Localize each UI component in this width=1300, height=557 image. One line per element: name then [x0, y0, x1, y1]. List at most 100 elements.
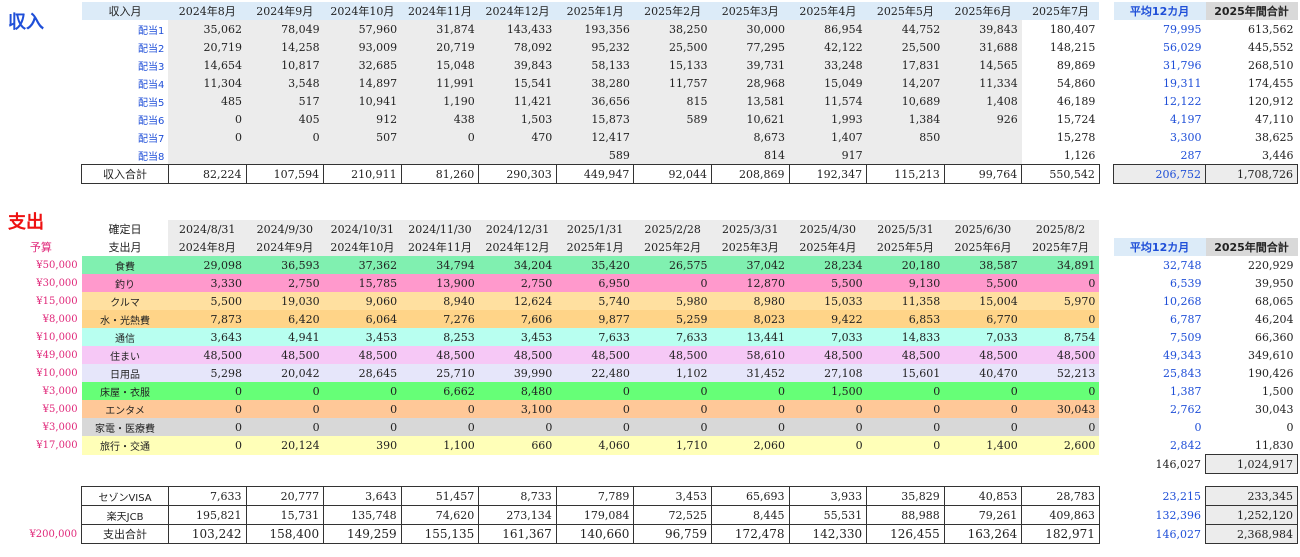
expense-sum-value: 149,259	[323, 524, 402, 544]
expense-value: 20,124	[246, 436, 324, 455]
income-value: 39,843	[478, 56, 557, 74]
spacer	[1099, 38, 1113, 56]
expense-avg: 6,539	[1170, 276, 1202, 290]
spacer	[0, 165, 82, 184]
expense-value: 6,420	[246, 310, 324, 328]
expense-value: 40,470	[944, 364, 1022, 382]
spacer	[1099, 56, 1113, 74]
income-value: 485	[168, 92, 246, 110]
income-avg: 3,300	[1170, 130, 1202, 144]
spacer	[168, 455, 246, 474]
expense-value: 0	[789, 418, 867, 436]
income-value: 814	[711, 146, 790, 165]
income-sum-value: 92,044	[633, 164, 712, 184]
expense-sum-value: 182,971	[1021, 524, 1100, 544]
income-avg: 56,029	[1163, 40, 1202, 54]
spacer	[0, 128, 82, 146]
expense-value: 48,500	[1021, 346, 1100, 364]
expense-value: 7,633	[633, 328, 712, 346]
expense-row: ¥3,000 床屋・衣服 0 0 0 6,662 8,480 0 0 0 1,500 0 0 0 1,387…	[0, 382, 1298, 400]
budget-value: ¥10,000	[36, 367, 78, 379]
budget-value: ¥3,000	[42, 421, 78, 433]
expense-row: ¥10,000 日用品 5,298 20,042 28,645 25,710 39,990 2…	[0, 364, 1298, 382]
expense-value: 0	[866, 436, 945, 455]
expense-value: 6,064	[323, 310, 402, 328]
expense-value: 5,980	[633, 292, 712, 310]
expense-value: 29,098	[168, 256, 246, 274]
budget-value: ¥17,000	[36, 439, 78, 451]
income-row: 配当8 589 814 917 1,126 287 3,446	[0, 146, 1298, 165]
income-value: 31,874	[401, 20, 479, 38]
expense-value: 5,259	[633, 310, 712, 328]
expense-value: 0	[478, 418, 557, 436]
expense-sum-value: 140,660	[555, 524, 635, 544]
income-month-header: 2025年2月	[633, 2, 712, 20]
expense-value: 5,970	[1021, 292, 1100, 310]
expense-value: 15,004	[944, 292, 1022, 310]
spacer	[1022, 474, 1100, 487]
income-value: 15,048	[401, 56, 479, 74]
income-value: 58,133	[556, 56, 634, 74]
spacer	[0, 506, 82, 525]
income-sum-value: 107,594	[245, 164, 325, 184]
confirm-date: 2024/11/30	[401, 220, 479, 238]
income-value	[944, 128, 1022, 146]
expense-value: 12,624	[478, 292, 557, 310]
expense-avg: 6,787	[1170, 312, 1202, 326]
expense-value: 0	[866, 382, 945, 400]
expense-value: 6,770	[944, 310, 1022, 328]
expense-value: 5,500	[789, 274, 867, 292]
confirm-date: 2024/9/30	[246, 220, 324, 238]
income-value: 14,654	[168, 56, 246, 74]
spacer	[1099, 256, 1113, 274]
income-value: 15,049	[789, 74, 867, 92]
income-row: 配当3 14,654 10,817 32,685 15,048 39,843 58,133 1…	[0, 56, 1298, 74]
spacer	[1099, 274, 1113, 292]
income-total-header: 2025年間合計	[1205, 2, 1298, 20]
expense-avg: 0	[1194, 420, 1202, 434]
expense-category-label: 家電・医療費	[81, 418, 169, 436]
expense-value: 52,213	[1021, 364, 1100, 382]
expense-value: 11,358	[866, 292, 945, 310]
expense-month-header: 2025年2月	[633, 238, 712, 256]
income-value: 39,843	[944, 20, 1022, 38]
expense-value: 660	[478, 436, 557, 455]
spacer	[867, 474, 945, 487]
expense-sum-value: 161,367	[478, 524, 557, 544]
spacer	[1099, 238, 1113, 256]
expense-total: 1,500	[1262, 384, 1294, 398]
income-value: 507	[323, 128, 402, 146]
expense-value: 1,710	[633, 436, 712, 455]
income-value: 20,719	[168, 38, 246, 56]
income-value: 32,685	[323, 56, 402, 74]
expense-sum-avg: 146,027	[1155, 527, 1202, 541]
expense-value: 9,422	[789, 310, 867, 328]
income-value: 54,860	[1056, 76, 1096, 90]
expense-value: 48,500	[168, 346, 246, 364]
spacer	[1099, 20, 1113, 38]
expense-subtotal-total: 1,024,917	[1205, 454, 1298, 474]
expense-category-label: クルマ	[81, 292, 169, 310]
income-sum-value: 115,213	[866, 164, 945, 184]
income-month-header: 2024年11月	[401, 2, 479, 20]
expense-value: 0	[168, 418, 246, 436]
expense-value: 0	[633, 274, 712, 292]
income-total: 174,455	[1248, 76, 1294, 90]
expense-value: 15,785	[323, 274, 402, 292]
income-row-label: 配当7	[138, 133, 165, 145]
expense-subtotal-row: 146,027 1,024,917	[0, 454, 1298, 474]
expense-table: 確定日 2024/8/31 2024/9/30 2024/10/31 2024/11/3…	[0, 220, 1298, 544]
spacer	[0, 38, 82, 56]
confirm-date: 2025/3/31	[711, 220, 790, 238]
expense-value: 0	[633, 382, 712, 400]
expense-value: 12,870	[711, 274, 790, 292]
income-total: 445,552	[1248, 40, 1294, 54]
card-label: 楽天JCB	[81, 505, 169, 525]
spacer	[0, 146, 82, 165]
spacer	[1206, 220, 1298, 238]
income-value: 10,621	[711, 110, 790, 128]
card-value: 20,777	[245, 486, 325, 506]
income-row-label: 配当3	[138, 61, 165, 73]
income-value: 1,993	[789, 110, 867, 128]
expense-value: 0	[1021, 418, 1100, 436]
